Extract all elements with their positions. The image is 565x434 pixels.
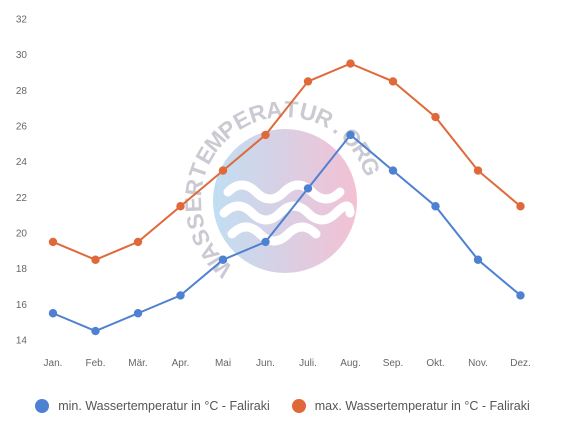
legend-marker-max: [291, 399, 306, 413]
data-points: [48, 59, 525, 336]
data-point-max[interactable]: [431, 112, 440, 122]
data-point-max[interactable]: [473, 166, 483, 175]
y-tick-label: 30: [16, 50, 28, 61]
series-line-min: [52, 133, 522, 333]
data-point-min[interactable]: [473, 255, 483, 264]
data-point-min[interactable]: [48, 309, 58, 318]
watermark-letter: A: [264, 96, 284, 124]
series-lines: [52, 62, 522, 333]
y-tick-label: 26: [16, 122, 28, 133]
data-point-min[interactable]: [346, 130, 355, 140]
legend-item-max[interactable]: max. Wassertemperatur in °C - Faliraki: [291, 399, 530, 413]
watermark-letter: R: [180, 177, 208, 198]
x-tick-label: Dez.: [510, 358, 531, 369]
y-tick-label: 24: [16, 157, 28, 168]
y-tick-label: 32: [16, 15, 28, 26]
x-tick-label: Sep.: [383, 358, 404, 369]
data-point-max[interactable]: [48, 237, 58, 247]
y-axis: 14 16 18 20 22 24 26 28 30 32: [16, 15, 28, 347]
x-tick-label: Aug.: [340, 358, 361, 369]
y-tick-label: 16: [16, 300, 28, 311]
legend: min. Wassertemperatur in °C - Faliraki m…: [0, 396, 565, 416]
data-point-max[interactable]: [218, 166, 228, 175]
y-tick-label: 20: [16, 229, 28, 240]
data-point-max[interactable]: [261, 130, 270, 140]
data-point-max[interactable]: [346, 59, 355, 68]
x-tick-label: Mär.: [128, 358, 147, 369]
x-tick-label: Okt.: [426, 358, 444, 369]
data-point-min[interactable]: [431, 202, 440, 211]
y-tick-label: 22: [16, 193, 28, 204]
x-tick-label: Feb.: [85, 358, 105, 369]
data-point-min[interactable]: [133, 309, 143, 318]
x-tick-label: Apr.: [172, 358, 190, 369]
data-point-max[interactable]: [516, 202, 525, 211]
x-tick-label: Nov.: [468, 358, 488, 369]
watermark-letter: S: [181, 211, 210, 232]
legend-item-min[interactable]: min. Wassertemperatur in °C - Faliraki: [35, 399, 270, 413]
legend-label-min: min. Wassertemperatur in °C - Faliraki: [58, 399, 270, 413]
data-point-min[interactable]: [388, 166, 398, 175]
data-point-min[interactable]: [261, 237, 270, 247]
data-point-min[interactable]: [91, 326, 100, 336]
data-point-max[interactable]: [303, 77, 313, 86]
x-tick-label: Mai: [215, 358, 231, 369]
data-point-max[interactable]: [133, 237, 143, 247]
y-tick-label: 18: [16, 264, 28, 275]
legend-marker-min: [35, 399, 50, 413]
data-point-min[interactable]: [176, 291, 185, 300]
x-tick-label: Jan.: [44, 358, 63, 369]
watermark-letter: U: [297, 97, 320, 126]
x-axis: Jan. Feb. Mär. Apr. Mai Jun. Juli. Aug. Sep. Okt.…: [44, 358, 531, 369]
data-point-max[interactable]: [91, 255, 100, 264]
y-tick-label: 28: [16, 86, 28, 97]
data-point-max[interactable]: [176, 202, 185, 211]
series-line-max: [52, 62, 522, 261]
legend-label-max: max. Wassertemperatur in °C - Faliraki: [314, 399, 530, 413]
watermark-letter: T: [283, 96, 299, 123]
data-point-min[interactable]: [516, 291, 525, 300]
x-tick-label: Juli.: [299, 358, 317, 369]
data-point-max[interactable]: [388, 77, 398, 86]
x-tick-label: Jun.: [256, 358, 275, 369]
data-point-min[interactable]: [303, 184, 313, 193]
data-point-min[interactable]: [218, 255, 228, 264]
y-tick-label: 14: [16, 336, 28, 347]
